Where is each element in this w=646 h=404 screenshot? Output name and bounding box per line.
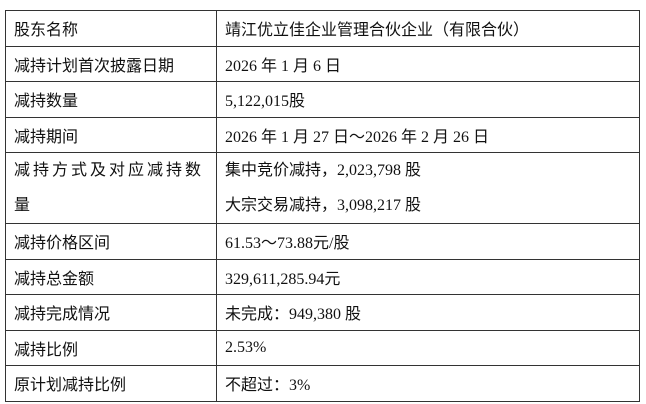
table-row: 减持比例 2.53% <box>5 329 640 366</box>
row-label: 减持计划首次披露日期 <box>5 45 217 82</box>
table-row: 减持计划首次披露日期 2026 年 1 月 6 日 <box>5 45 640 82</box>
row-value-line: 集中竞价减持，2,023,798 股 <box>225 162 422 179</box>
table-row: 减持价格区间 61.53～73.88元/股 <box>5 223 640 260</box>
row-label: 减持总金额 <box>5 258 217 295</box>
row-value: 不超过：3% <box>216 365 640 402</box>
reduction-info-table: 股东名称 靖江优立佳企业管理合伙企业（有限合伙） 减持计划首次披露日期 2026 年… <box>5 10 640 402</box>
table-row: 减持方式及对应减持数量 集中竞价减持，2,023,798 股 大宗交易减持，3,… <box>5 152 640 224</box>
row-value: 未完成：949,380 股 <box>216 294 640 331</box>
row-value: 61.53～73.88元/股 <box>216 223 640 260</box>
row-label: 减持价格区间 <box>5 223 217 260</box>
row-label: 减持数量 <box>5 81 217 118</box>
table-row: 减持完成情况 未完成：949,380 股 <box>5 294 640 331</box>
row-value: 集中竞价减持，2,023,798 股 大宗交易减持，3,098,217 股 <box>216 152 640 224</box>
row-label: 减持方式及对应减持数量 <box>5 152 217 224</box>
row-value: 5,122,015股 <box>216 81 640 118</box>
table-row: 原计划减持比例 不超过：3% <box>5 365 640 402</box>
row-label: 原计划减持比例 <box>5 365 217 402</box>
row-value: 2026 年 1 月 6 日 <box>216 45 640 82</box>
row-label: 减持期间 <box>5 116 217 153</box>
row-value: 2026 年 1 月 27 日～2026 年 2 月 26 日 <box>216 116 640 153</box>
row-label: 减持比例 <box>5 329 217 366</box>
row-label: 股东名称 <box>5 10 217 47</box>
table-row: 减持数量 5,122,015股 <box>5 81 640 118</box>
row-value: 2.53% <box>216 329 640 366</box>
table-row: 减持期间 2026 年 1 月 27 日～2026 年 2 月 26 日 <box>5 116 640 153</box>
table-row: 股东名称 靖江优立佳企业管理合伙企业（有限合伙） <box>5 10 640 47</box>
row-value: 329,611,285.94元 <box>216 258 640 295</box>
table-row: 减持总金额 329,611,285.94元 <box>5 258 640 295</box>
row-label: 减持完成情况 <box>5 294 217 331</box>
row-value: 靖江优立佳企业管理合伙企业（有限合伙） <box>216 10 640 47</box>
row-value-line: 大宗交易减持，3,098,217 股 <box>225 197 422 214</box>
